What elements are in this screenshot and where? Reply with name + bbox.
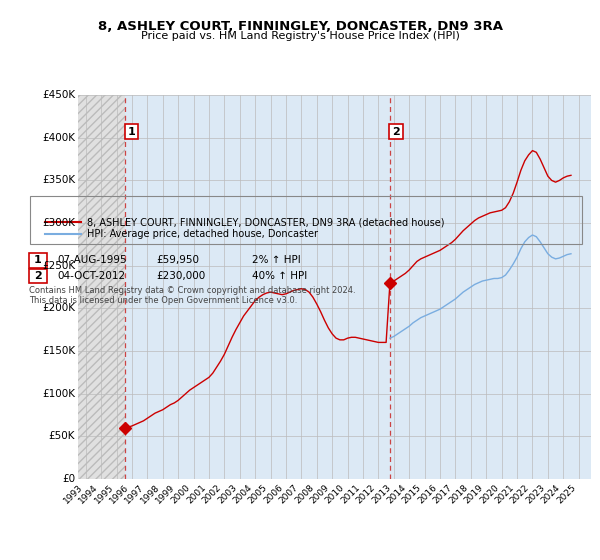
Text: 2020: 2020 <box>478 483 500 506</box>
Text: 2009: 2009 <box>308 483 331 506</box>
Text: 1997: 1997 <box>124 483 146 506</box>
Text: £450K: £450K <box>42 90 75 100</box>
Text: HPI: Average price, detached house, Doncaster: HPI: Average price, detached house, Donc… <box>87 228 318 239</box>
Text: 2022: 2022 <box>509 483 531 506</box>
Text: 2019: 2019 <box>463 483 485 506</box>
Text: 2014: 2014 <box>386 483 408 506</box>
Text: 1996: 1996 <box>108 483 131 506</box>
Text: 2000: 2000 <box>170 483 193 506</box>
Text: 1998: 1998 <box>139 483 161 506</box>
Text: £350K: £350K <box>42 175 75 185</box>
Text: £200K: £200K <box>42 304 75 313</box>
Text: £0: £0 <box>62 474 75 484</box>
Text: £100K: £100K <box>42 389 75 399</box>
Text: £150K: £150K <box>42 346 75 356</box>
Text: 2003: 2003 <box>216 483 239 506</box>
Text: £300K: £300K <box>42 218 75 228</box>
Text: 8, ASHLEY COURT, FINNINGLEY, DONCASTER, DN9 3RA (detached house): 8, ASHLEY COURT, FINNINGLEY, DONCASTER, … <box>87 217 445 227</box>
Text: 2005: 2005 <box>247 483 269 506</box>
Text: 2007: 2007 <box>278 483 300 506</box>
Text: 2024: 2024 <box>540 483 562 506</box>
Text: 2015: 2015 <box>401 483 424 506</box>
Text: 1: 1 <box>34 255 41 265</box>
Text: 2002: 2002 <box>201 483 223 506</box>
Text: 2011: 2011 <box>339 483 362 506</box>
Text: 2023: 2023 <box>524 483 547 506</box>
Text: 2017: 2017 <box>431 483 454 506</box>
Text: 2006: 2006 <box>262 483 285 506</box>
Text: 40% ↑ HPI: 40% ↑ HPI <box>252 271 307 281</box>
Text: 07-AUG-1995: 07-AUG-1995 <box>57 255 127 265</box>
Text: £50K: £50K <box>49 431 75 441</box>
Text: £250K: £250K <box>42 261 75 270</box>
Text: £59,950: £59,950 <box>156 255 199 265</box>
Text: 2021: 2021 <box>493 483 516 506</box>
Text: Contains HM Land Registry data © Crown copyright and database right 2024.
This d: Contains HM Land Registry data © Crown c… <box>29 286 355 305</box>
Text: £400K: £400K <box>42 133 75 143</box>
Text: £230,000: £230,000 <box>156 271 205 281</box>
Text: 2: 2 <box>34 271 41 281</box>
Text: 1: 1 <box>128 127 136 137</box>
Text: 2: 2 <box>392 127 400 137</box>
Text: 1994: 1994 <box>77 483 100 506</box>
Text: 2016: 2016 <box>416 483 439 506</box>
Text: 2018: 2018 <box>447 483 470 506</box>
Text: 1993: 1993 <box>62 483 85 506</box>
Text: 2004: 2004 <box>232 483 254 506</box>
Text: 1999: 1999 <box>154 483 177 506</box>
Text: 1995: 1995 <box>92 483 115 506</box>
Text: 2013: 2013 <box>370 483 392 506</box>
Text: 04-OCT-2012: 04-OCT-2012 <box>57 271 125 281</box>
Text: 2008: 2008 <box>293 483 316 506</box>
Text: 2010: 2010 <box>324 483 346 506</box>
Text: 8, ASHLEY COURT, FINNINGLEY, DONCASTER, DN9 3RA: 8, ASHLEY COURT, FINNINGLEY, DONCASTER, … <box>97 20 503 32</box>
Text: 2025: 2025 <box>555 483 577 506</box>
Text: Price paid vs. HM Land Registry's House Price Index (HPI): Price paid vs. HM Land Registry's House … <box>140 31 460 41</box>
Text: 2001: 2001 <box>185 483 208 506</box>
Text: 2012: 2012 <box>355 483 377 506</box>
Text: 2% ↑ HPI: 2% ↑ HPI <box>252 255 301 265</box>
